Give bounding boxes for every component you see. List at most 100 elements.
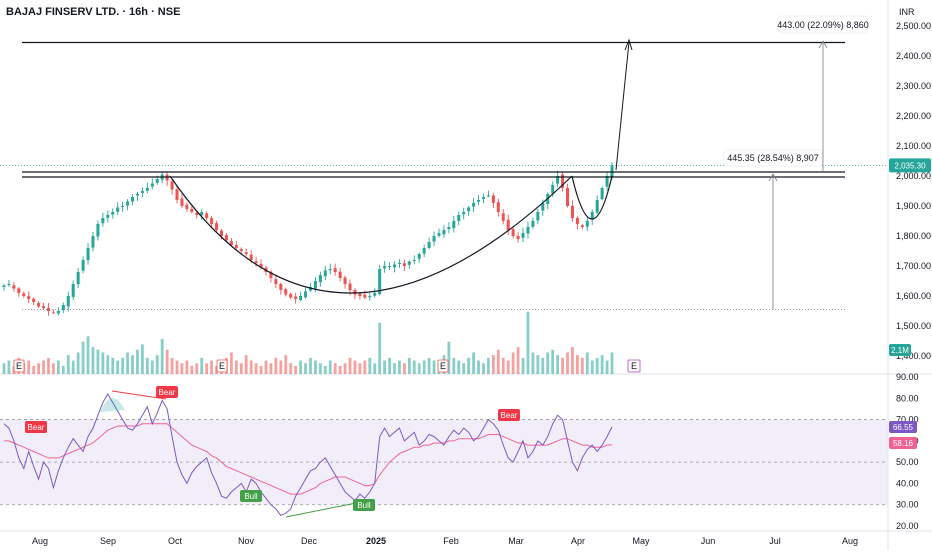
volume-bar [363,360,367,374]
volume-bar [131,355,134,374]
volume-bar [501,357,505,374]
volume-bar [561,357,564,374]
candle-body [274,279,278,284]
earnings-marker-icon[interactable] [437,359,449,373]
candle-body [76,272,80,285]
candle-body [610,165,614,178]
candle-body [353,290,357,295]
bear-signal-badge [498,409,520,421]
volume-bar [264,360,268,374]
earnings-marker-future-icon[interactable] [627,359,641,373]
volume-bar [511,352,515,374]
volume-bar [506,360,510,374]
candle-body [442,230,446,235]
candle-body [348,283,352,290]
price-tick-label: 1,400.00 [896,351,931,361]
earnings-marker-icon[interactable] [13,359,25,373]
volume-bar [314,360,317,374]
volume-bar [210,360,214,374]
price-tick-label: 2,300.00 [896,81,931,91]
candle-body [496,202,500,212]
projection-arrow-icon [624,38,633,51]
candle-body [308,287,312,291]
bear-signal-label: Bear [501,411,518,420]
candle-body [521,233,525,238]
volume-bar [141,344,144,374]
price-tick-label: 1,900.00 [896,201,931,211]
volume-bar [536,355,540,374]
candle-body [42,305,46,308]
volume-bar [541,357,545,374]
candle-body [595,200,599,213]
volume-bar [328,360,332,374]
candle-body [397,263,401,264]
candle-body [229,241,233,245]
bull-signal-label: Bull [357,501,371,510]
candle-body [96,224,100,237]
candle-body [452,221,456,229]
volume-bar [333,363,337,374]
time-tick-label: Nov [238,536,255,546]
bull-signal-label: Bull [244,492,258,501]
candle-body [328,269,332,271]
price-tick-label: 1,500.00 [896,321,931,331]
volume-bar [254,363,258,374]
time-tick-label: 2025 [366,536,386,546]
volume-bar [402,363,406,374]
candle-body [66,296,70,307]
volume-bar [526,312,530,374]
volume-bar [378,322,382,374]
volume-bar [496,349,500,374]
candle-body [541,203,545,211]
volume-bar [200,357,204,374]
volume-bar [491,355,495,374]
candle-body [269,271,273,278]
candle-body [373,293,377,296]
candle-body [284,289,288,295]
rsi-value-label: 66.55 [893,423,914,432]
candle-body [210,217,214,224]
volume-bar [249,360,253,374]
volume-bar [76,352,80,374]
candle-body [575,217,579,224]
candle-body [22,293,26,296]
volume-bar [145,357,149,374]
volume-bar [304,363,307,374]
measure-label-1: 445.35 (28.54%) 8,907 [727,153,819,163]
rsi-tick-label: 90.00 [896,372,919,382]
volume-bar [37,363,41,374]
bear-signal-label: Bear [159,388,176,397]
volume-bar [42,360,45,374]
volume-bar [383,360,387,374]
volume-bar [605,360,609,374]
bear-signal-badge [156,386,178,398]
volume-bar [373,363,377,374]
cup-curve [169,175,573,294]
currency-label: INR [899,7,915,17]
time-tick-label: Jul [769,536,781,546]
earnings-marker-icon[interactable] [216,359,228,373]
volume-bar [32,365,36,374]
volume-bar [274,357,278,374]
volume-bar [398,360,401,374]
candle-body [190,208,194,212]
time-tick-label: Mar [508,536,524,546]
candle-body [313,281,317,289]
volume-bar [96,349,100,374]
candle-body [447,227,451,230]
volume-bar [432,360,436,374]
volume-bar [61,365,65,374]
time-tick-label: Jun [701,536,716,546]
volume-bar [393,363,396,374]
measure-arrow-icon [818,40,828,49]
rsi-tick-label: 70.00 [896,415,919,425]
volume-bar [417,363,421,374]
volume-bar [323,365,327,374]
candle-body [27,296,31,299]
candle-body [422,248,426,254]
candle-body [101,218,105,224]
volume-bar [234,360,238,374]
candle-body [526,227,530,234]
